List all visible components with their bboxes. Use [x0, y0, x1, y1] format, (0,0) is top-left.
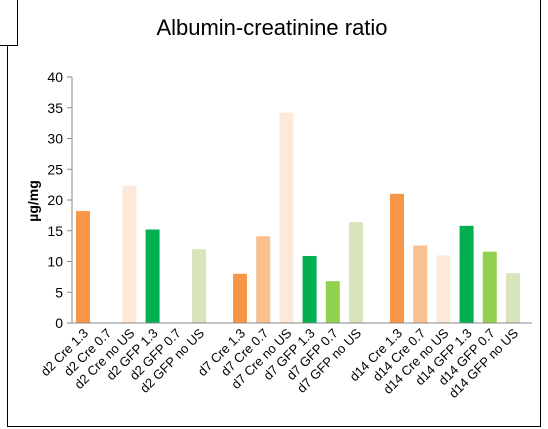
corner-marker — [0, 0, 18, 46]
bar — [325, 281, 340, 323]
y-tick-label: 40 — [47, 69, 63, 85]
y-tick-label: 5 — [55, 284, 63, 300]
bar — [390, 193, 404, 323]
bar — [482, 251, 497, 323]
bar — [413, 245, 428, 323]
bar — [76, 211, 90, 323]
bar — [279, 112, 294, 323]
y-axis-ticks: 0 5 10 15 20 25 30 35 40 — [47, 69, 72, 331]
y-tick-label: 15 — [47, 223, 63, 239]
bar — [233, 273, 247, 323]
y-tick-label: 0 — [55, 315, 63, 331]
bar — [302, 255, 317, 323]
chart-title: Albumin-creatinine ratio — [156, 15, 387, 40]
bar — [459, 225, 474, 323]
y-tick-label: 35 — [47, 100, 63, 116]
y-tick-label: 30 — [47, 131, 63, 147]
bar — [192, 249, 206, 323]
bar — [506, 273, 520, 323]
bar — [349, 222, 363, 323]
bar — [436, 255, 451, 323]
chart-frame — [7, 0, 541, 427]
bar — [256, 236, 271, 323]
y-tick-label: 25 — [47, 161, 63, 177]
y-tick-label: 20 — [47, 192, 63, 208]
y-tick-label: 10 — [47, 254, 63, 270]
y-axis-label: µg/mg — [25, 180, 41, 222]
bar — [145, 229, 160, 323]
bar — [122, 185, 137, 323]
bars-group — [76, 112, 520, 323]
